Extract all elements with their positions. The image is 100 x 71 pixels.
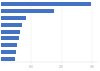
Bar (1, 36, 19, 40)
Bar (1, 2, 91, 6)
Bar (1, 43, 17, 47)
Bar (1, 57, 15, 61)
Bar (1, 30, 20, 34)
Bar (1, 50, 16, 54)
Bar (1, 23, 22, 27)
Bar (1, 16, 26, 20)
Bar (1, 9, 54, 13)
